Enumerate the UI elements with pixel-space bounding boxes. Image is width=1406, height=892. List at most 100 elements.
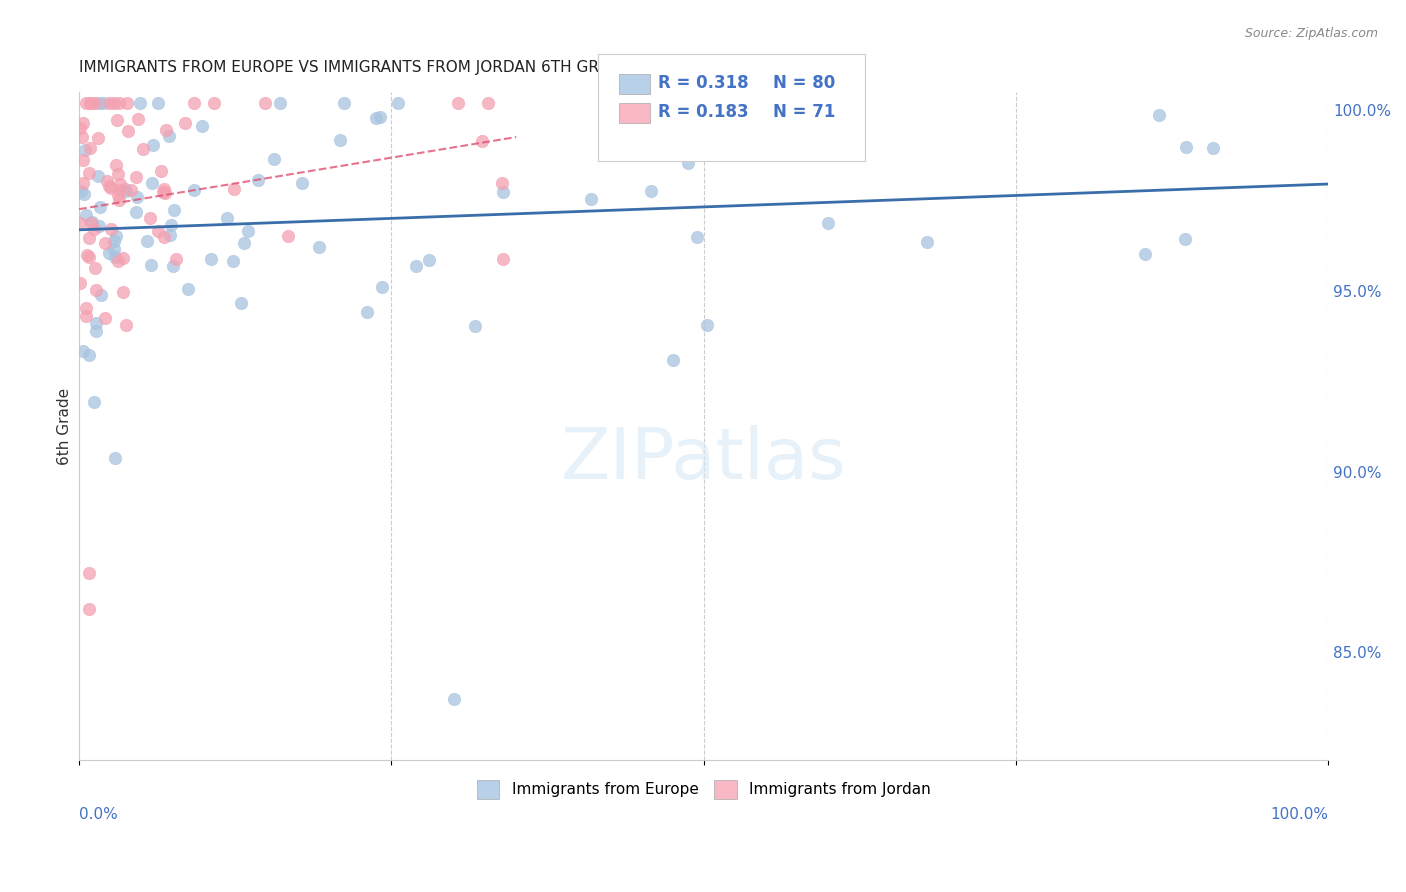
Point xyxy=(114,318,136,333)
Point xyxy=(107,188,129,202)
Point xyxy=(157,128,180,143)
Point xyxy=(75,143,97,157)
Point xyxy=(75,208,97,222)
Point xyxy=(1133,247,1156,261)
Point xyxy=(224,182,246,196)
Point xyxy=(129,96,152,111)
Point xyxy=(696,318,718,333)
Point xyxy=(87,131,110,145)
Point xyxy=(464,318,486,333)
Point xyxy=(77,230,100,244)
Text: 100.0%: 100.0% xyxy=(1270,807,1329,822)
Point xyxy=(291,176,314,190)
Point xyxy=(89,200,111,214)
Point xyxy=(98,245,121,260)
Point xyxy=(75,96,97,111)
Point xyxy=(163,202,186,217)
Point xyxy=(82,215,104,229)
Point xyxy=(371,280,394,294)
Point xyxy=(263,152,285,166)
Point xyxy=(607,112,630,127)
Point xyxy=(79,348,101,362)
Point xyxy=(90,288,112,302)
Point xyxy=(79,251,101,265)
Point xyxy=(83,395,105,409)
Point xyxy=(84,96,107,111)
Point xyxy=(477,96,499,111)
Point xyxy=(103,96,125,111)
Point xyxy=(120,183,142,197)
Point xyxy=(148,96,170,111)
Point xyxy=(83,260,105,275)
Point xyxy=(127,112,149,127)
Point xyxy=(149,164,172,178)
Point xyxy=(222,254,245,268)
Point xyxy=(117,123,139,137)
Point xyxy=(104,250,127,264)
Point xyxy=(93,311,115,326)
Point xyxy=(654,96,676,111)
Point xyxy=(105,158,128,172)
Point xyxy=(103,235,125,249)
Point xyxy=(686,230,709,244)
Point xyxy=(817,216,839,230)
Point xyxy=(77,601,100,615)
Point xyxy=(108,96,131,111)
Point xyxy=(79,96,101,111)
Point xyxy=(368,110,391,124)
Point xyxy=(405,260,427,274)
Point xyxy=(127,189,149,203)
Point xyxy=(418,253,440,268)
Point xyxy=(141,258,163,272)
Point xyxy=(100,222,122,236)
Point xyxy=(183,183,205,197)
Point xyxy=(97,178,120,193)
Point xyxy=(329,133,352,147)
Point xyxy=(160,218,183,232)
Point xyxy=(69,216,91,230)
Point xyxy=(72,129,94,144)
Point xyxy=(1147,108,1170,122)
Point xyxy=(176,283,198,297)
Point xyxy=(233,236,256,251)
Point xyxy=(491,177,513,191)
Point xyxy=(112,251,135,265)
Point xyxy=(387,96,409,111)
Point xyxy=(215,211,238,225)
Point xyxy=(277,229,299,244)
Point xyxy=(153,182,176,196)
Point xyxy=(79,141,101,155)
Point xyxy=(72,344,94,359)
Point xyxy=(356,304,378,318)
Point xyxy=(103,242,125,256)
Text: R = 0.318: R = 0.318 xyxy=(658,74,748,92)
Point xyxy=(107,254,129,268)
Point xyxy=(162,259,184,273)
Point xyxy=(917,235,939,250)
Point xyxy=(1174,232,1197,246)
Point xyxy=(105,229,128,244)
Point xyxy=(84,324,107,338)
Point xyxy=(83,221,105,235)
Point xyxy=(104,450,127,465)
Point xyxy=(738,96,761,111)
Point xyxy=(640,184,662,198)
Point xyxy=(94,236,117,251)
Point xyxy=(89,96,111,111)
Point xyxy=(105,112,128,127)
Point xyxy=(108,183,131,197)
Point xyxy=(75,301,97,315)
Point xyxy=(115,96,138,111)
Point xyxy=(91,96,114,111)
Point xyxy=(89,219,111,233)
Point xyxy=(200,252,222,266)
Point xyxy=(366,111,388,125)
Point xyxy=(153,229,176,244)
Point xyxy=(124,205,146,219)
Point xyxy=(1202,141,1225,155)
Point xyxy=(238,224,260,238)
Point xyxy=(159,227,181,242)
Point xyxy=(204,96,226,111)
Point xyxy=(115,184,138,198)
Point xyxy=(142,138,165,153)
